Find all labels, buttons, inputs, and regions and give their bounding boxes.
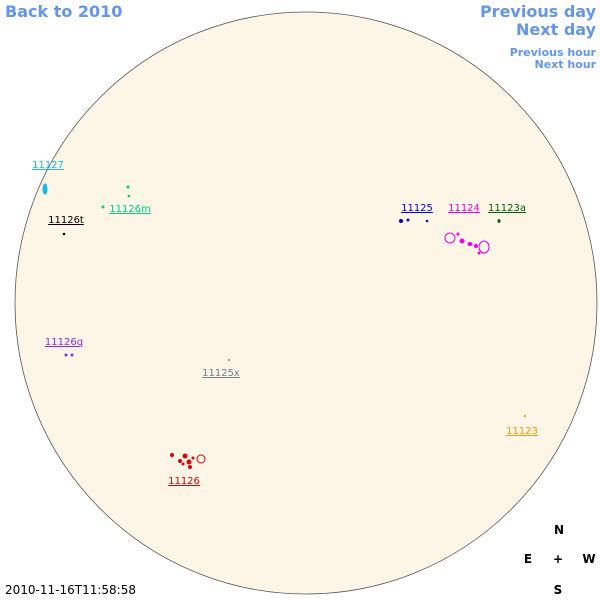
sunspot: [459, 238, 465, 244]
region-label[interactable]: 11125x: [202, 368, 240, 379]
region-label[interactable]: 11126: [168, 476, 200, 487]
region-label[interactable]: 11126t: [48, 215, 84, 226]
region-label[interactable]: 11124: [448, 203, 480, 214]
compass-south: S: [554, 583, 563, 597]
region-label[interactable]: 11126m: [109, 204, 151, 215]
sunspot: [425, 219, 429, 223]
solar-disk: [14, 11, 598, 595]
timestamp: 2010-11-16T11:58:58: [5, 583, 136, 597]
previous-day-link[interactable]: Previous day: [480, 2, 597, 21]
sunspot: [477, 251, 481, 255]
sunspot: [406, 218, 410, 222]
sunspot: [181, 462, 185, 466]
next-hour-link[interactable]: Next hour: [535, 58, 597, 71]
previous-hour-link[interactable]: Previous hour: [510, 46, 597, 59]
sunspot: [444, 232, 456, 244]
region-label[interactable]: 11126q: [45, 337, 83, 348]
compass-east: E: [524, 552, 532, 566]
sunspot: [42, 183, 48, 195]
sunspot: [497, 219, 501, 223]
sunspot: [474, 244, 478, 248]
sunspot: [101, 205, 105, 209]
sunspot: [170, 453, 174, 457]
compass-center: +: [553, 552, 563, 566]
sunspot: [127, 194, 131, 198]
sunspot: [456, 232, 460, 236]
compass-west: W: [582, 552, 595, 566]
sunspot: [228, 359, 230, 361]
sunspot: [178, 459, 182, 463]
sunspot: [70, 353, 74, 357]
sunspot: [399, 219, 403, 223]
sunspot: [62, 232, 66, 236]
sunspot: [523, 414, 527, 418]
sunspot: [64, 353, 68, 357]
sunspot: [196, 454, 206, 464]
region-label[interactable]: 11127: [32, 160, 64, 171]
compass-north: N: [554, 523, 564, 537]
region-label[interactable]: 11123: [506, 426, 538, 437]
sunspot: [182, 453, 188, 459]
region-label[interactable]: 11123a: [488, 203, 526, 214]
region-label[interactable]: 11125: [401, 203, 433, 214]
sunspot: [126, 185, 130, 189]
sunspot: [467, 242, 473, 246]
back-link[interactable]: Back to 2010: [5, 2, 122, 21]
sunspot: [191, 456, 195, 460]
sunspot: [478, 240, 490, 254]
sunspot: [186, 459, 192, 465]
next-day-link[interactable]: Next day: [516, 20, 597, 39]
sunspot: [188, 465, 192, 469]
